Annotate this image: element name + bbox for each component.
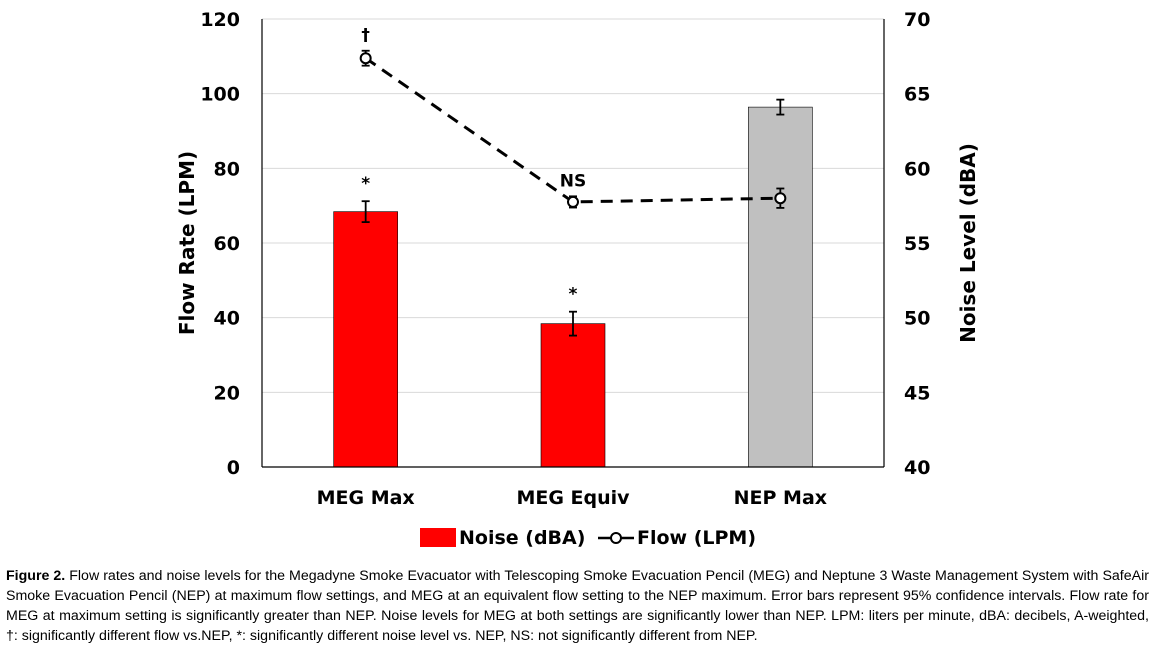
- plot-frame: [261, 19, 885, 468]
- flow-point: [567, 195, 579, 208]
- legend: Noise (dBA) Flow (LPM): [420, 527, 756, 549]
- noise-bar: [540, 323, 606, 468]
- left-tick-label: 80: [214, 158, 240, 180]
- figure-caption: Figure 2. Flow rates and noise levels fo…: [6, 566, 1149, 646]
- left-tick-label: 40: [214, 308, 240, 330]
- noise-bar: [748, 106, 813, 468]
- legend-flow-label: Flow (LPM): [637, 527, 756, 549]
- right-tick-label: 40: [904, 457, 930, 479]
- right-tick-label: 55: [904, 233, 930, 255]
- right-tick-label: 70: [904, 9, 930, 31]
- significance-annotations: * * † NS: [361, 26, 586, 305]
- noise-error-bars: [361, 98, 785, 337]
- flow-annotation: NS: [560, 171, 586, 191]
- right-axis-ticks: 40 45 50 55 60 65 70: [904, 9, 930, 479]
- category-label: MEG Equiv: [516, 487, 630, 509]
- right-tick-label: 65: [904, 84, 930, 106]
- category-label: NEP Max: [734, 487, 827, 509]
- right-tick-label: 60: [904, 158, 930, 180]
- flow-series-line: [364, 56, 781, 204]
- caption-label: Figure 2.: [6, 568, 66, 584]
- category-label: MEG Max: [317, 487, 415, 509]
- left-tick-label: 120: [200, 9, 240, 31]
- category-labels: MEG Max MEG Equiv NEP Max: [317, 487, 827, 509]
- flow-point: [359, 52, 372, 65]
- legend-noise-label: Noise (dBA): [459, 527, 585, 549]
- noise-bars: [333, 106, 813, 468]
- left-tick-label: 0: [227, 457, 240, 479]
- left-tick-label: 60: [214, 233, 240, 255]
- noise-annotation: *: [361, 174, 370, 194]
- left-axis-title: Flow Rate (LPM): [175, 151, 199, 335]
- right-tick-label: 45: [904, 382, 930, 404]
- left-tick-label: 100: [200, 84, 240, 106]
- right-tick-label: 50: [904, 308, 930, 330]
- left-axis-ticks: 0 20 40 60 80 100 120: [200, 9, 240, 479]
- caption-text: Flow rates and noise levels for the Mega…: [6, 568, 1149, 644]
- left-tick-label: 20: [214, 382, 240, 404]
- flow-point: [774, 192, 787, 205]
- legend-noise-swatch: [420, 528, 456, 547]
- legend-flow-marker: [610, 532, 622, 544]
- flow-annotation: †: [361, 26, 370, 46]
- right-axis-title: Noise Level (dBA): [956, 143, 980, 343]
- flow-line: [359, 49, 787, 209]
- noise-bar: [333, 211, 398, 468]
- noise-annotation: *: [569, 285, 578, 305]
